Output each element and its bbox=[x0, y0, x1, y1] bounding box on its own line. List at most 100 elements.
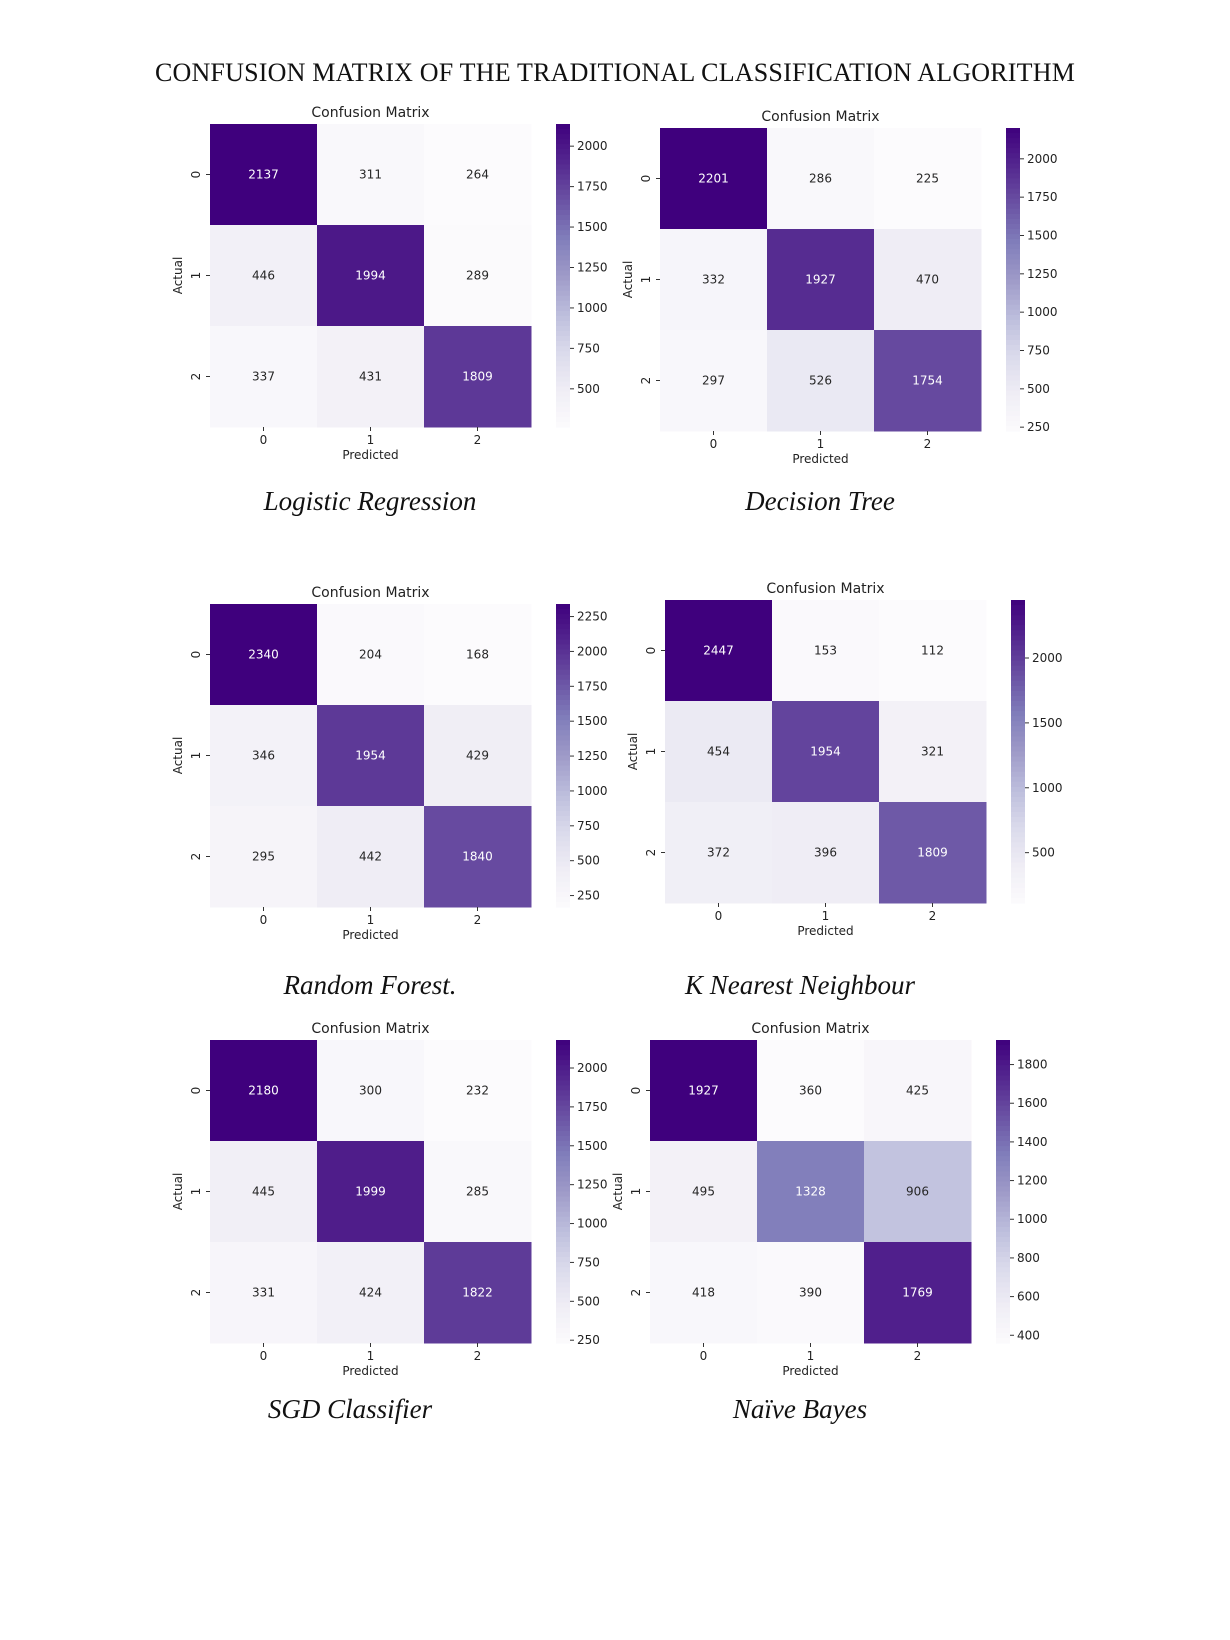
colorbar-segment bbox=[1006, 360, 1020, 366]
colorbar-segment bbox=[1006, 259, 1020, 265]
heatmap-cell bbox=[210, 225, 318, 327]
colorbar-segment bbox=[556, 609, 570, 615]
colorbar-segment bbox=[556, 851, 570, 858]
colorbar-segment bbox=[556, 1130, 570, 1137]
colorbar-segment bbox=[556, 199, 570, 206]
colorbar-segment bbox=[1011, 832, 1025, 838]
colorbar-segment bbox=[996, 1050, 1010, 1056]
colorbar-segment bbox=[556, 891, 570, 898]
colorbar-segment bbox=[996, 1201, 1010, 1208]
colorbar-segment bbox=[1011, 625, 1025, 631]
y-tick-label: 0 bbox=[639, 175, 653, 183]
colorbar-segment bbox=[556, 295, 570, 302]
cell-value-label: 1994 bbox=[355, 269, 386, 283]
cell-value-label: 431 bbox=[359, 370, 382, 384]
heatmap-cell bbox=[317, 326, 425, 428]
y-axis-label: Actual bbox=[611, 1173, 625, 1211]
heatmap-cell bbox=[317, 1040, 425, 1142]
colorbar-segment bbox=[556, 1146, 570, 1152]
x-tick-label: 0 bbox=[260, 913, 268, 927]
cell-value-label: 445 bbox=[252, 1185, 275, 1199]
colorbar-segment bbox=[1011, 867, 1025, 874]
colorbar-tick-label: 400 bbox=[1017, 1328, 1040, 1342]
heatmap-svg: Confusion Matrix 2137 311 264 446 1994 289 337 4… bbox=[171, 105, 608, 462]
colorbar-segment bbox=[556, 164, 570, 171]
colorbar-segment bbox=[1006, 400, 1020, 407]
cell-value-label: 321 bbox=[921, 745, 944, 759]
colorbar-segment bbox=[556, 1282, 570, 1289]
colorbar-segment bbox=[556, 836, 570, 842]
colorbar-segment bbox=[556, 614, 570, 620]
x-tick-label: 2 bbox=[929, 909, 937, 923]
colorbar-segment bbox=[1006, 143, 1020, 149]
colorbar-segment bbox=[996, 1070, 1010, 1076]
cell-value-label: 390 bbox=[799, 1286, 822, 1300]
colorbar-tick-label: 1000 bbox=[1027, 305, 1058, 319]
colorbar-segment bbox=[556, 1115, 570, 1122]
colorbar-segment bbox=[556, 775, 570, 782]
colorbar-segment bbox=[996, 1125, 1010, 1132]
colorbar-segment bbox=[1011, 796, 1025, 803]
colorbar-segment bbox=[1006, 203, 1020, 210]
colorbar-segment bbox=[556, 219, 570, 226]
colorbar-segment bbox=[556, 1161, 570, 1167]
colorbar-segment bbox=[556, 811, 570, 817]
colorbar-segment bbox=[556, 740, 570, 746]
x-tick-label: 0 bbox=[710, 437, 718, 451]
colorbar-segment bbox=[556, 366, 570, 373]
cell-value-label: 153 bbox=[814, 644, 837, 658]
x-tick-label: 1 bbox=[367, 913, 375, 927]
colorbar-tick-label: 750 bbox=[577, 819, 600, 833]
colorbar-segment bbox=[1006, 335, 1020, 341]
colorbar-tick-label: 1250 bbox=[577, 260, 608, 274]
y-tick-label: 2 bbox=[189, 373, 203, 381]
colorbar-tick-label: 1250 bbox=[577, 1178, 608, 1192]
colorbar-segment bbox=[556, 144, 570, 150]
colorbar-segment bbox=[556, 1181, 570, 1188]
colorbar-segment bbox=[556, 290, 570, 297]
colorbar-segment bbox=[1011, 701, 1025, 707]
colorbar-segment bbox=[556, 846, 570, 853]
colorbar-tick-label: 250 bbox=[577, 889, 600, 903]
cell-value-label: 337 bbox=[252, 370, 275, 384]
heatmap-cell bbox=[767, 330, 875, 432]
colorbar-segment bbox=[1006, 385, 1020, 392]
colorbar-tick-label: 2250 bbox=[577, 610, 608, 624]
colorbar-segment bbox=[556, 1186, 570, 1193]
colorbar-segment bbox=[556, 194, 570, 201]
colorbar-segment bbox=[1006, 218, 1020, 225]
colorbar-segment bbox=[1006, 350, 1020, 356]
colorbar-segment bbox=[996, 1105, 1010, 1112]
cell-value-label: 204 bbox=[359, 648, 382, 662]
colorbar-segment bbox=[556, 401, 570, 408]
colorbar-segment bbox=[1006, 173, 1020, 180]
colorbar-segment bbox=[1011, 771, 1025, 778]
colorbar-tick-label: 1250 bbox=[577, 749, 608, 763]
heatmap-cell bbox=[424, 326, 532, 428]
cell-value-label: 429 bbox=[466, 749, 489, 763]
colorbar-segment bbox=[556, 1095, 570, 1102]
colorbar-segment bbox=[1011, 615, 1025, 621]
colorbar-segment bbox=[556, 1070, 570, 1076]
colorbar-segment bbox=[996, 1257, 1010, 1263]
colorbar-segment bbox=[1006, 264, 1020, 270]
caption-sgd: SGD Classifier bbox=[267, 1394, 433, 1424]
cell-value-label: 1954 bbox=[810, 745, 841, 759]
colorbar-segment bbox=[996, 1161, 1010, 1167]
colorbar-tick-label: 1000 bbox=[577, 1217, 608, 1231]
colorbar-tick-label: 2000 bbox=[1027, 152, 1058, 166]
colorbar-segment bbox=[556, 336, 570, 342]
colorbar-segment bbox=[556, 669, 570, 676]
colorbar-tick-label: 1500 bbox=[577, 1139, 608, 1153]
colorbar-segment bbox=[996, 1277, 1010, 1283]
colorbar-segment bbox=[556, 1312, 570, 1319]
colorbar-segment bbox=[1006, 380, 1020, 387]
colorbar-tick-label: 1000 bbox=[577, 301, 608, 315]
colorbar-segment bbox=[556, 270, 570, 277]
colorbar-segment bbox=[996, 1110, 1010, 1117]
colorbar-segment bbox=[556, 760, 570, 767]
colorbar-segment bbox=[556, 886, 570, 893]
colorbar-tick-label: 1750 bbox=[577, 1100, 608, 1114]
colorbar-segment bbox=[996, 1040, 1010, 1046]
colorbar-tick-label: 750 bbox=[577, 341, 600, 355]
